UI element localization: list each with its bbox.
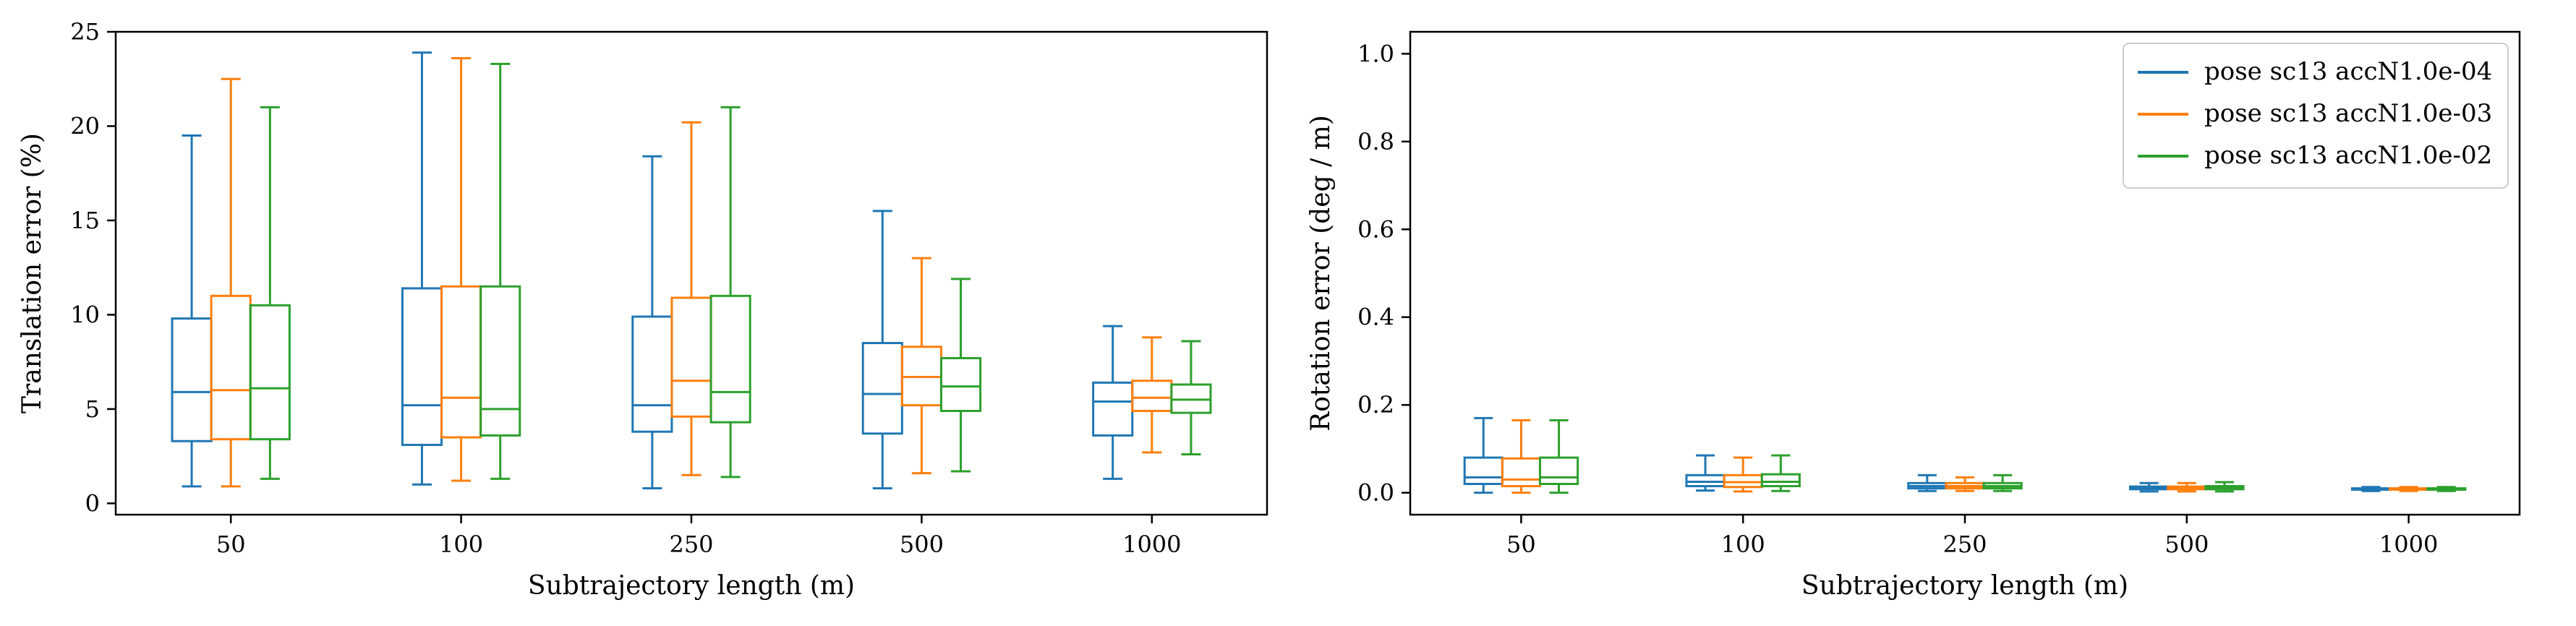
box-1000-series-3 xyxy=(1170,340,1212,455)
x-tick-label: 100 xyxy=(439,531,483,558)
box-250-series-1 xyxy=(631,155,673,489)
box-body xyxy=(939,356,982,412)
x-tick-label: 500 xyxy=(900,531,944,558)
x-tick-label: 1000 xyxy=(1122,531,1181,558)
y-tick-label: 5 xyxy=(85,395,100,423)
box-100-series-2 xyxy=(440,57,482,482)
x-tick-label: 250 xyxy=(1942,531,1987,558)
box-100-series-3 xyxy=(1760,454,1801,492)
box-100-series-1 xyxy=(401,51,443,486)
y-tick-label: 20 xyxy=(70,112,100,140)
plot-frame xyxy=(1409,30,2521,516)
y-tick-label: 0.4 xyxy=(1357,304,1394,331)
y-tick-label: 0.8 xyxy=(1357,128,1394,155)
box-50-series-2 xyxy=(210,77,252,488)
box-body xyxy=(1092,381,1134,437)
box-body xyxy=(1131,380,1173,412)
legend-entry-label: pose sc13 accN1.0e-03 xyxy=(2204,99,2492,128)
box-100-series-1 xyxy=(1685,454,1726,492)
box-body xyxy=(210,294,252,441)
box-body xyxy=(670,296,712,418)
legend: pose sc13 accN1.0e-04 pose sc13 accN1.0e-… xyxy=(2123,43,2509,189)
box-body xyxy=(440,285,482,439)
box-500-series-2 xyxy=(900,257,942,475)
box-250-series-3 xyxy=(709,106,751,479)
box-body xyxy=(1723,473,1763,489)
y-tick-label: 10 xyxy=(70,301,100,328)
box-body xyxy=(249,304,291,441)
box-50-series-3 xyxy=(1538,419,1579,494)
legend-frame xyxy=(2123,43,2509,189)
y-axis-label: Rotation error (deg / m) xyxy=(1306,115,1336,432)
box-1000-series-3 xyxy=(2426,486,2467,492)
y-tick-label: 0.6 xyxy=(1357,215,1394,243)
y-tick-label: 0.0 xyxy=(1357,479,1394,507)
legend-entry-label: pose sc13 accN1.0e-04 xyxy=(2204,57,2492,86)
plot-frame xyxy=(114,30,1268,516)
x-axis-label: Subtrajectory length (m) xyxy=(1801,571,2128,601)
x-axis-label: Subtrajectory length (m) xyxy=(528,571,855,601)
box-body xyxy=(1538,456,1579,485)
box-250-series-3 xyxy=(1982,473,2023,492)
box-body xyxy=(1760,473,1801,488)
box-100-series-3 xyxy=(479,62,521,480)
box-body xyxy=(861,342,903,435)
y-tick-label: 0 xyxy=(85,489,100,517)
rotation-error-chart: 0.0 0.2 0.4 0.6 0.8 1.0 50 100 250 500 1000 Subtraj… xyxy=(1306,30,2521,601)
box-50-series-1 xyxy=(1463,416,1504,494)
box-body xyxy=(709,294,751,424)
box-50-series-1 xyxy=(171,134,213,488)
x-tick-label: 500 xyxy=(2165,531,2209,558)
box-50-series-2 xyxy=(1501,419,1541,494)
x-tick-label: 100 xyxy=(1721,531,1765,558)
x-tick-label: 50 xyxy=(216,531,246,558)
x-tick-label: 50 xyxy=(1506,531,1536,558)
y-tick-label: 25 xyxy=(70,18,100,46)
box-500-series-1 xyxy=(2129,481,2170,493)
y-tick-label: 1.0 xyxy=(1357,40,1394,67)
x-tick-label: 250 xyxy=(669,531,713,558)
box-250-series-1 xyxy=(1907,473,1948,492)
translation-error-chart: 0 5 10 15 20 25 50 100 250 500 1000 Subtrajectory l… xyxy=(17,18,1268,601)
box-1000-series-1 xyxy=(1092,325,1134,480)
x-tick-label: 1000 xyxy=(2379,531,2438,558)
box-500-series-1 xyxy=(861,210,903,489)
box-body xyxy=(1501,457,1541,488)
box-250-series-2 xyxy=(1945,476,1985,492)
box-body xyxy=(479,285,521,437)
legend-entry-label: pose sc13 accN1.0e-02 xyxy=(2204,141,2492,170)
y-tick-label: 0.2 xyxy=(1357,391,1394,419)
box-1000-series-1 xyxy=(2350,486,2392,492)
box-50-series-3 xyxy=(249,106,291,480)
box-100-series-2 xyxy=(1723,456,1763,493)
box-500-series-2 xyxy=(2167,481,2207,493)
box-1000-series-2 xyxy=(1131,336,1173,454)
y-tick-label: 15 xyxy=(70,207,100,234)
box-1000-series-2 xyxy=(2389,486,2429,492)
y-axis-label: Translation error (%) xyxy=(17,133,47,413)
box-body xyxy=(401,287,443,446)
box-body xyxy=(1685,473,1726,488)
box-250-series-2 xyxy=(670,121,712,476)
box-500-series-3 xyxy=(2204,481,2245,493)
box-body xyxy=(1463,456,1504,485)
box-500-series-3 xyxy=(939,278,982,473)
box-body xyxy=(631,315,673,433)
box-body xyxy=(171,317,213,442)
